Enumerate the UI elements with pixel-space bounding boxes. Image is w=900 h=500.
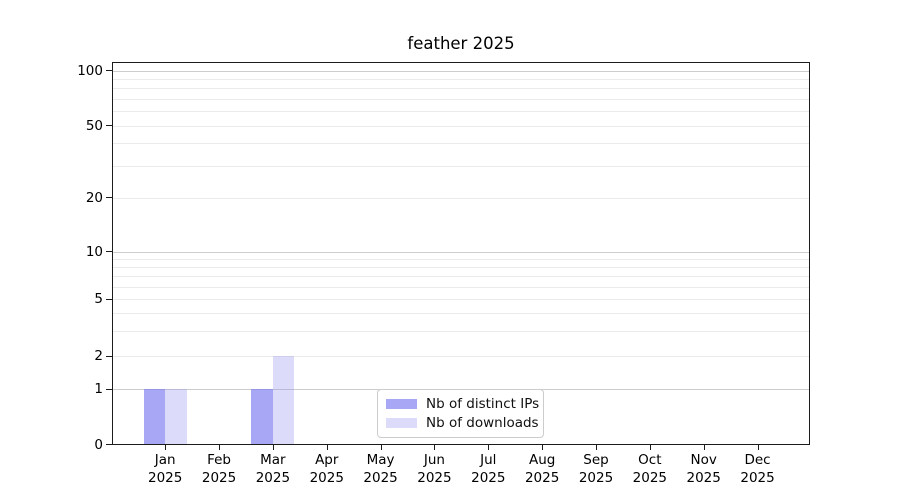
gridline-y-60: [113, 111, 809, 113]
x-tick-apr: [326, 445, 328, 450]
x-tick-jan: [165, 445, 167, 450]
y-tick-100: [106, 70, 112, 71]
x-tick-label-nov: Nov 2025: [686, 452, 721, 486]
gridline-y-30: [113, 165, 809, 167]
gridline-y-3: [113, 330, 809, 332]
x-tick-label-sep: Sep 2025: [578, 452, 614, 486]
plot-area: [112, 62, 810, 445]
y-tick-0: [106, 444, 112, 445]
y-tick-10: [106, 251, 112, 252]
bar-mar-downloads: [272, 355, 295, 444]
legend-row-downloads: Nb of downloads: [386, 415, 539, 431]
x-tick-label-may: May 2025: [363, 452, 398, 486]
y-tick-2: [106, 355, 112, 357]
y-tick-label-1: 1: [94, 381, 103, 397]
x-tick-may: [380, 445, 382, 450]
gridline-y-50: [113, 125, 809, 127]
gridline-y-10: [113, 251, 809, 253]
legend-label: Nb of downloads: [426, 415, 539, 431]
legend-label: Nb of distinct IPs: [426, 396, 540, 412]
gridline-y-40: [113, 143, 809, 145]
x-tick-label-apr: Apr 2025: [309, 452, 344, 486]
legend-row-distinct-ips: Nb of distinct IPs: [386, 396, 539, 412]
x-tick-label-mar: Mar 2025: [255, 452, 291, 486]
bar-jan-downloads: [165, 388, 187, 444]
gridline-y-4: [113, 312, 809, 314]
gridline-y-70: [113, 98, 809, 100]
gridline-y-5: [113, 299, 809, 300]
x-tick-aug: [542, 445, 544, 450]
y-tick-50: [106, 125, 112, 126]
legend-swatch-icon: [386, 418, 417, 428]
x-tick-label-oct: Oct 2025: [632, 452, 668, 486]
gridline-y-80: [113, 88, 809, 90]
chart-title: feather 2025: [407, 34, 515, 53]
x-tick-oct: [649, 445, 651, 450]
x-tick-sep: [596, 445, 597, 450]
gridline-y-8: [113, 266, 809, 268]
x-tick-nov: [703, 445, 705, 450]
y-tick-label-10: 10: [85, 243, 103, 260]
legend: Nb of distinct IPs Nb of downloads: [377, 389, 544, 438]
x-tick-label-aug: Aug 2025: [524, 452, 560, 486]
legend-swatch-icon: [386, 399, 417, 409]
y-tick-label-100: 100: [77, 62, 103, 79]
gridline-y-9: [113, 258, 809, 260]
x-tick-label-feb: Feb 2025: [201, 452, 237, 486]
x-tick-jul: [488, 445, 490, 450]
x-tick-label-jun: Jun 2025: [417, 452, 452, 486]
y-tick-1: [106, 388, 112, 390]
y-tick-label-20: 20: [85, 189, 103, 206]
gridline-y-2: [113, 356, 809, 357]
y-tick-5: [106, 298, 112, 300]
bar-jan-ips: [143, 388, 166, 444]
bar-mar-ips: [251, 388, 273, 444]
gridline-y-90: [113, 78, 809, 80]
x-tick-label-dec: Dec 2025: [740, 452, 775, 486]
x-tick-jun: [434, 445, 436, 450]
x-tick-mar: [272, 445, 274, 450]
y-tick-20: [106, 197, 112, 198]
y-tick-label-5: 5: [94, 291, 103, 307]
gridline-y-6: [113, 286, 809, 288]
x-tick-dec: [757, 445, 759, 450]
x-tick-label-jan: Jan 2025: [148, 452, 183, 486]
y-tick-label-50: 50: [85, 117, 103, 134]
y-tick-label-2: 2: [94, 348, 103, 364]
x-tick-label-jul: Jul 2025: [471, 452, 506, 486]
x-tick-feb: [219, 445, 221, 450]
y-tick-label-0: 0: [94, 436, 103, 453]
gridline-y-20: [113, 197, 809, 199]
gridline-y-7: [113, 275, 809, 277]
gridline-y-100: [113, 70, 809, 72]
